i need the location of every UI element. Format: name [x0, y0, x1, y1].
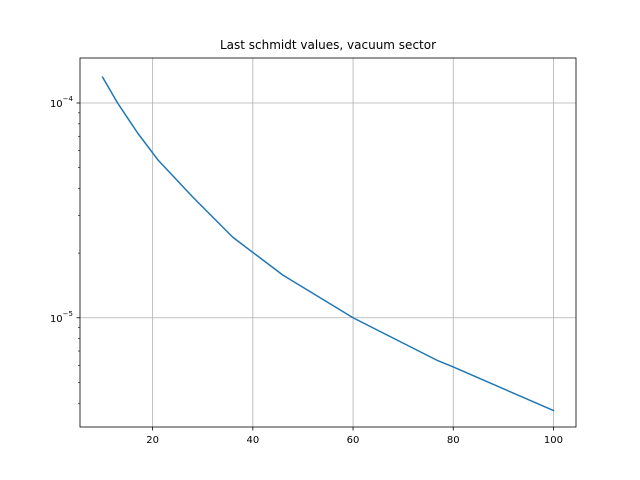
y-tick-label-base: 10 — [50, 99, 63, 110]
x-tick-label: 100 — [544, 435, 563, 446]
y-tick-label-base: 10 — [50, 314, 63, 325]
x-tick-label: 40 — [246, 435, 259, 446]
plot-frame — [79, 57, 577, 428]
chart-title: Last schmidt values, vacuum sector — [220, 38, 436, 52]
x-tick-label: 20 — [146, 435, 159, 446]
y-tick-label: 10−4 — [50, 95, 74, 110]
x-tick-label: 60 — [347, 435, 360, 446]
series-layer — [101, 76, 555, 412]
grid-layer — [80, 58, 576, 427]
y-tick-label: 10−5 — [50, 310, 73, 325]
y-tick-label-exponent: −4 — [63, 95, 74, 103]
x-tick-label: 80 — [447, 435, 460, 446]
ticks-layer — [76, 102, 554, 431]
series-line — [101, 76, 555, 412]
y-tick-label-exponent: −5 — [63, 310, 73, 318]
